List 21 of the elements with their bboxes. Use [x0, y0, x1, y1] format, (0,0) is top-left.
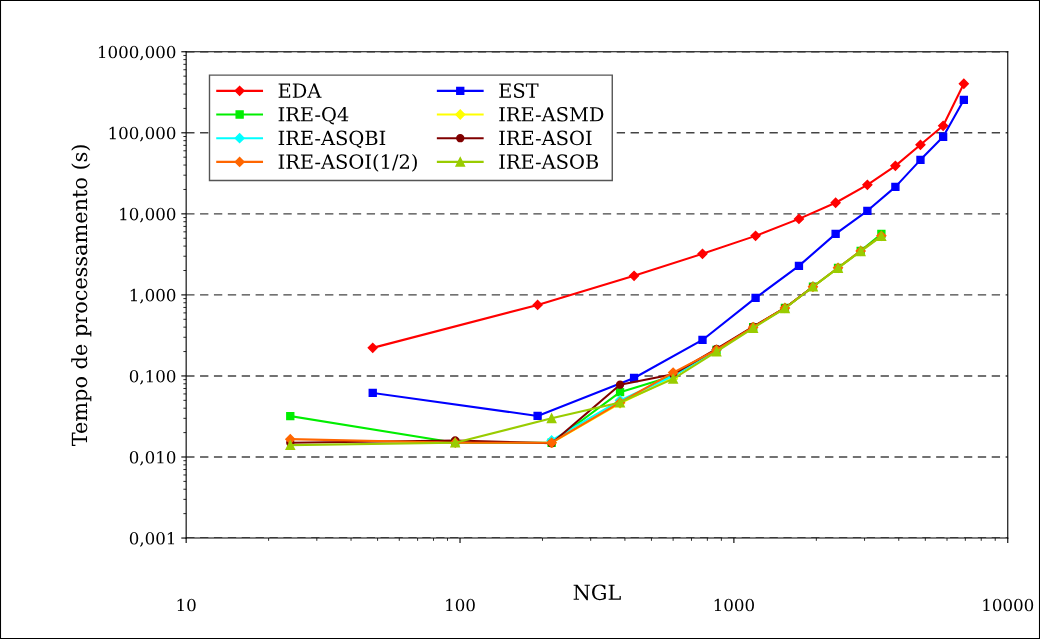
y-tick-label: 10,000 [120, 207, 176, 223]
legend-label: IRE-ASOB [499, 154, 599, 169]
y-axis-title: Tempo de processamento (s) [71, 145, 92, 447]
y-tick-label: 0,100 [129, 369, 176, 385]
legend-label: EDA [278, 83, 322, 98]
x-tick-label: 10 [177, 598, 196, 612]
legend-label: IRE-ASOI [499, 130, 592, 146]
x-tick-label: 1000 [714, 598, 754, 612]
y-tick-label: 100,000 [109, 126, 176, 142]
y-tick-label: 1000,000 [98, 45, 176, 61]
y-tick-label: 1,000 [130, 288, 176, 304]
x-tick-label: 10000 [983, 598, 1034, 612]
legend-label: IRE-ASOI(1/2) [278, 153, 417, 172]
legend-label: IRE-ASMD [499, 106, 604, 122]
x-tick-label: 100 [446, 598, 475, 612]
y-tick-label: 0,010 [129, 450, 176, 466]
x-axis-title: NGL [573, 584, 621, 601]
legend-label: IRE-Q4 [278, 106, 349, 125]
y-tick-label: 0,001 [129, 532, 175, 547]
legend-label: IRE-ASQBI [278, 130, 386, 149]
legend-label: EST [499, 83, 539, 98]
